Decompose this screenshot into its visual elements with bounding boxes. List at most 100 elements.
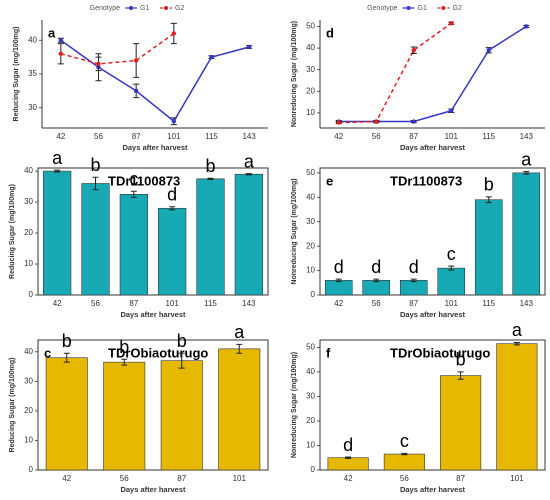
x-tick-label: 56 bbox=[91, 299, 100, 308]
point bbox=[449, 108, 454, 113]
bar bbox=[437, 267, 466, 296]
y-tick-label: 50 bbox=[306, 342, 315, 351]
x-axis-label: Days after harvest bbox=[120, 310, 186, 319]
y-tick-label: 40 bbox=[306, 43, 315, 52]
x-tick-label: 87 bbox=[409, 299, 418, 308]
significance-letter: d bbox=[409, 257, 419, 277]
error-bar bbox=[345, 456, 352, 459]
y-axis-label: Nonreducing Sugar (mg/100mg) bbox=[291, 178, 298, 284]
y-axis-label: Reducing Sugar (mg/100mg) bbox=[9, 358, 16, 453]
error-bar bbox=[410, 278, 417, 283]
y-axis-label: Nonreducing Sugar (mg/100mg) bbox=[291, 352, 298, 458]
significance-letter: d bbox=[371, 257, 381, 277]
significance-letter: b bbox=[177, 331, 187, 351]
significance-letter: b bbox=[205, 156, 215, 176]
x-tick-label: 87 bbox=[456, 474, 465, 483]
bar bbox=[45, 357, 88, 471]
point bbox=[524, 24, 529, 29]
error-bar bbox=[335, 278, 342, 283]
x-tick-label: 42 bbox=[56, 132, 65, 141]
error-bar bbox=[373, 278, 380, 283]
significance-letter: c bbox=[400, 431, 409, 451]
point bbox=[374, 119, 379, 124]
significance-letter: d bbox=[334, 257, 344, 277]
significance-letter: a bbox=[234, 322, 245, 342]
x-tick-label: 115 bbox=[482, 132, 495, 141]
y-tick-label: 20 bbox=[24, 406, 33, 415]
bar bbox=[234, 173, 263, 296]
panel-title: TDr1100873 bbox=[390, 173, 462, 188]
x-tick-label: 101 bbox=[445, 132, 459, 141]
x-tick-label: 56 bbox=[372, 132, 381, 141]
bar bbox=[474, 199, 503, 296]
series-line bbox=[60, 39, 250, 123]
x-tick-label: 42 bbox=[334, 132, 343, 141]
point bbox=[486, 48, 491, 53]
error-bar bbox=[401, 452, 408, 456]
panel-label: d bbox=[326, 25, 334, 40]
y-tick-label: 40 bbox=[28, 35, 37, 44]
plot-frame bbox=[319, 339, 546, 471]
legend-marker bbox=[406, 6, 411, 10]
y-tick-label: 0 bbox=[29, 290, 34, 299]
significance-letter: a bbox=[521, 149, 532, 169]
x-tick-label: 143 bbox=[242, 132, 256, 141]
bar bbox=[496, 343, 538, 471]
x-tick-label: 101 bbox=[233, 474, 247, 483]
bar bbox=[119, 194, 148, 296]
y-tick-label: 30 bbox=[24, 376, 33, 385]
error-bar bbox=[178, 352, 185, 369]
x-tick-label: 56 bbox=[120, 474, 129, 483]
point bbox=[96, 61, 101, 67]
error-bar bbox=[130, 190, 137, 198]
point bbox=[58, 38, 64, 43]
legend-title: Genotype bbox=[90, 5, 120, 12]
x-tick-label: 115 bbox=[204, 299, 217, 308]
y-tick-label: 10 bbox=[306, 108, 315, 117]
point bbox=[171, 119, 177, 124]
error-bar bbox=[457, 371, 464, 380]
point bbox=[133, 58, 139, 63]
x-tick-label: 87 bbox=[132, 132, 141, 141]
bar bbox=[399, 280, 428, 296]
x-tick-label: 42 bbox=[334, 299, 343, 308]
y-tick-label: 30 bbox=[306, 65, 315, 74]
x-tick-label: 101 bbox=[510, 474, 524, 483]
y-tick-label: 40 bbox=[306, 367, 315, 376]
legend-marker bbox=[129, 6, 133, 10]
plot-frame bbox=[37, 339, 269, 471]
legend-label: G2 bbox=[175, 5, 184, 12]
y-tick-label: 30 bbox=[24, 197, 33, 206]
plot-frame bbox=[319, 167, 546, 296]
panel-label: a bbox=[48, 25, 56, 40]
panel-title: TDrObiaoturugo bbox=[108, 345, 208, 360]
y-tick-label: 20 bbox=[306, 416, 315, 425]
error-bar bbox=[523, 171, 530, 175]
bar bbox=[103, 361, 146, 471]
y-tick-label: 20 bbox=[24, 228, 33, 237]
y-tick-label: 10 bbox=[24, 259, 33, 268]
y-tick-label: 35 bbox=[28, 69, 37, 78]
x-tick-label: 56 bbox=[372, 299, 381, 308]
x-tick-label: 143 bbox=[520, 299, 534, 308]
y-tick-label: 40 bbox=[24, 166, 33, 175]
y-tick-label: 40 bbox=[24, 347, 33, 356]
legend-title: Genotype bbox=[367, 5, 397, 12]
plot-frame bbox=[37, 167, 269, 296]
error-bar bbox=[54, 169, 61, 173]
x-tick-label: 87 bbox=[409, 132, 418, 141]
x-tick-label: 143 bbox=[520, 132, 534, 141]
legend-marker bbox=[441, 6, 446, 10]
bar bbox=[440, 375, 482, 471]
significance-letter: b bbox=[90, 155, 100, 175]
significance-letter: b bbox=[119, 337, 129, 357]
y-tick-label: 30 bbox=[306, 217, 315, 226]
x-axis-label: Days after harvest bbox=[400, 143, 466, 152]
bar bbox=[160, 360, 203, 471]
point bbox=[58, 51, 64, 56]
point bbox=[209, 54, 214, 60]
significance-letter: c bbox=[447, 244, 456, 264]
point bbox=[133, 88, 139, 94]
y-axis-label: Reducing Sugar (mg/100mg) bbox=[9, 184, 16, 279]
y-tick-label: 30 bbox=[28, 103, 37, 112]
